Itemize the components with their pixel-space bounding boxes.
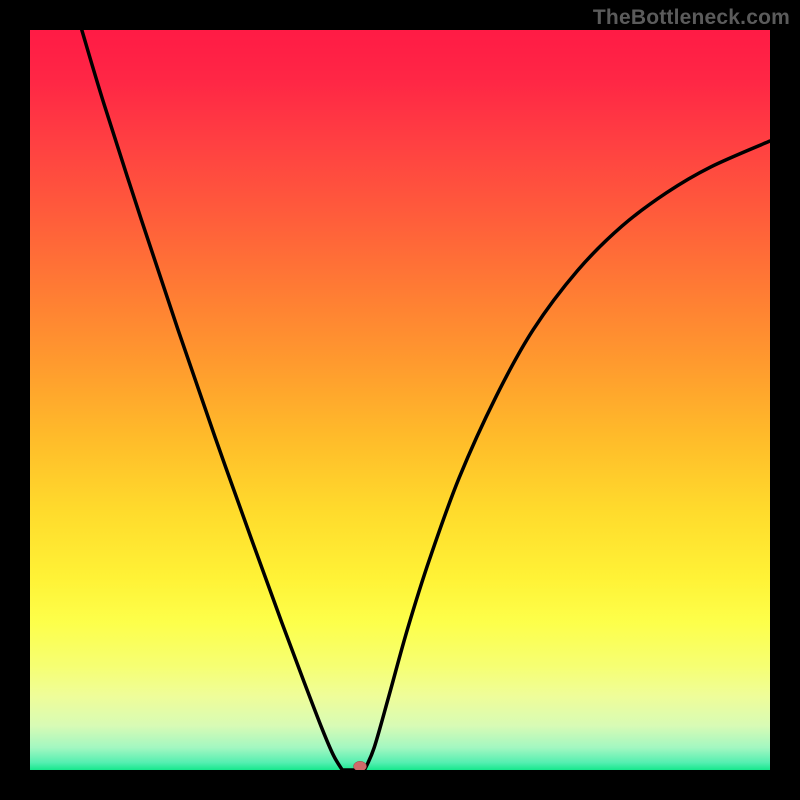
plot-area [30,30,770,770]
chart-container: TheBottleneck.com [0,0,800,800]
watermark-text: TheBottleneck.com [593,6,790,30]
heatmap-gradient [30,30,770,770]
